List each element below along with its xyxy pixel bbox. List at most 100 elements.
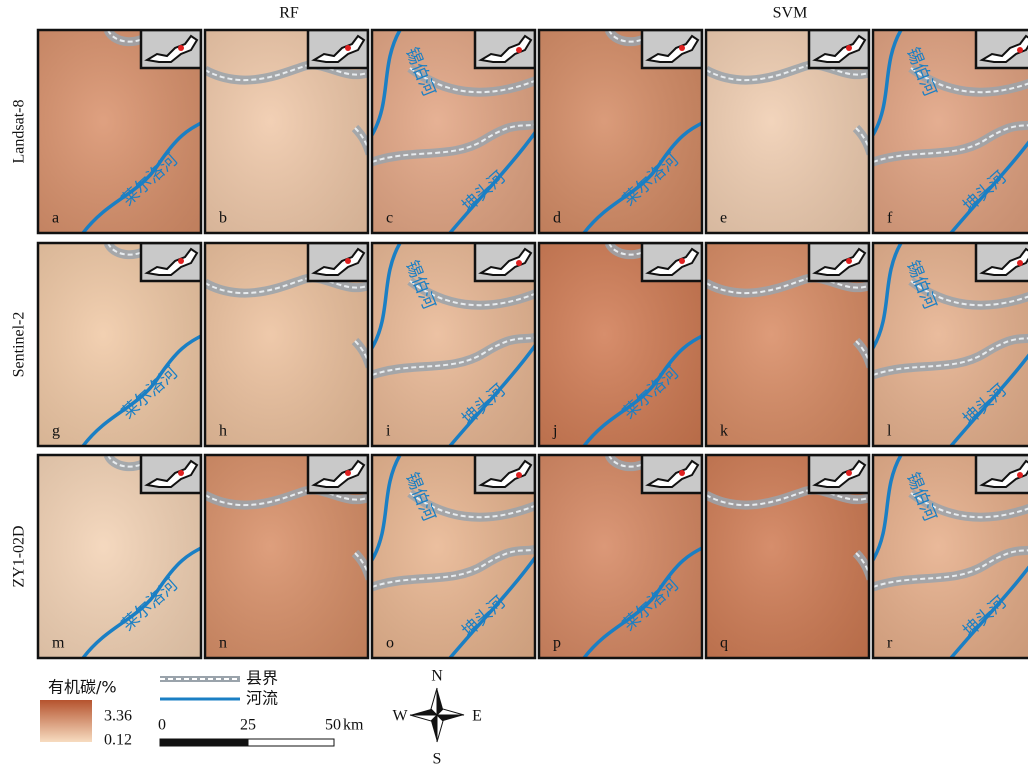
map-body (706, 455, 871, 658)
map-panel: n (205, 455, 370, 658)
inset-location (1017, 47, 1023, 53)
inset-location (679, 258, 685, 264)
legend-min: 0.12 (104, 732, 132, 749)
locator-inset (475, 243, 535, 281)
legend-boundary: 县界 (246, 669, 278, 688)
panel-letter: q (720, 635, 728, 652)
locator-inset (809, 243, 869, 281)
row-title: ZY1-02D (11, 525, 28, 587)
scale-tick: 0 (158, 717, 166, 734)
map-body: 锡伯河坤头河 (372, 30, 537, 233)
legend-river: 河流 (246, 689, 278, 708)
panel-letter: p (553, 635, 561, 652)
inset-location (1017, 260, 1023, 266)
map-body (706, 30, 871, 233)
scale-bar (160, 739, 248, 746)
inset-location (846, 45, 852, 51)
locator-inset (642, 455, 702, 493)
locator-inset (976, 243, 1028, 281)
map-panel: 锡伯河坤头河o (372, 455, 537, 658)
panel-letter: f (887, 210, 893, 227)
compass-n: N (431, 668, 443, 685)
inset-location (178, 258, 184, 264)
map-panel: q (706, 455, 871, 658)
panel-letter: j (552, 423, 557, 440)
inset-location (345, 258, 351, 264)
inset-location (178, 470, 184, 476)
locator-inset (475, 30, 535, 68)
map-body: 莱尔洛河 (539, 455, 704, 658)
panel-letter: d (553, 210, 561, 227)
locator-inset (141, 30, 201, 68)
legend-title: 有机碳/% (48, 678, 117, 697)
panel-letter: k (720, 423, 728, 440)
panel-letter: i (386, 423, 391, 440)
inset-location (679, 45, 685, 51)
map-panel: e (706, 30, 871, 233)
row-title: Landsat-8 (11, 100, 28, 164)
inset-location (846, 258, 852, 264)
compass-w: W (392, 708, 408, 725)
map-panel: k (706, 243, 871, 446)
map-body: 莱尔洛河 (38, 455, 203, 658)
inset-location (516, 472, 522, 478)
map-body: 莱尔洛河 (38, 30, 203, 233)
inset-location (345, 45, 351, 51)
row-title: Sentinel-2 (11, 312, 28, 378)
map-body (205, 243, 370, 446)
compass-s: S (433, 751, 442, 768)
locator-inset (809, 30, 869, 68)
map-body: 锡伯河坤头河 (873, 455, 1028, 658)
scale-tick: 25 (240, 717, 256, 734)
map-body: 莱尔洛河 (539, 30, 704, 233)
panel-letter: l (887, 423, 892, 440)
inset-location (1017, 472, 1023, 478)
legend: 有机碳/% 3.36 0.12 县界 河流 0 25 50 km N S W E (40, 668, 482, 768)
inset-location (516, 260, 522, 266)
inset-location (846, 470, 852, 476)
inset-location (345, 470, 351, 476)
locator-inset (809, 455, 869, 493)
panel-letter: g (52, 423, 60, 440)
map-panel: 莱尔洛河g (38, 243, 203, 446)
panel-letter: r (887, 635, 893, 652)
map-body: 莱尔洛河 (38, 243, 203, 446)
color-ramp (40, 700, 92, 742)
locator-inset (308, 243, 368, 281)
locator-inset (141, 243, 201, 281)
inset-location (516, 47, 522, 53)
panel-letter: n (219, 635, 227, 652)
scale-unit: km (343, 717, 364, 734)
map-panel: 锡伯河坤头河f (873, 30, 1028, 233)
panel-letter: e (720, 210, 727, 227)
legend-max: 3.36 (104, 708, 132, 725)
compass-e: E (472, 708, 482, 725)
map-panel: h (205, 243, 370, 446)
inset-location (679, 470, 685, 476)
map-body (205, 30, 370, 233)
locator-inset (642, 30, 702, 68)
panel-letter: b (219, 210, 227, 227)
locator-inset (308, 455, 368, 493)
inset-location (178, 45, 184, 51)
panel-letter: o (386, 635, 394, 652)
locator-inset (141, 455, 201, 493)
map-panel: 锡伯河坤头河l (873, 243, 1028, 446)
locator-inset (308, 30, 368, 68)
map-panel: 莱尔洛河a (38, 30, 203, 233)
scale-tick: 50 (325, 717, 341, 734)
locator-inset (976, 455, 1028, 493)
panel-letter: c (386, 210, 393, 227)
map-body (205, 455, 370, 658)
locator-inset (976, 30, 1028, 68)
panel-letter: h (219, 423, 227, 440)
